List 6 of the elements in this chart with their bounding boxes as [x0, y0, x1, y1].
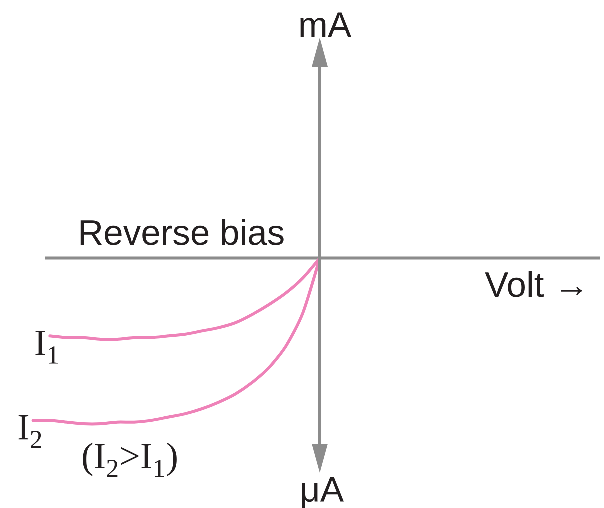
- series-label: I$_{1}$: [36, 330, 58, 364]
- series-label: I$_{2}$: [18, 415, 42, 448]
- x-axis-title: Volt →: [485, 271, 582, 298]
- text: Reverse bias: [80, 219, 284, 246]
- text: (I$_{2}$>I$_{1}$): [83, 442, 177, 478]
- text: mA: [300, 12, 352, 38]
